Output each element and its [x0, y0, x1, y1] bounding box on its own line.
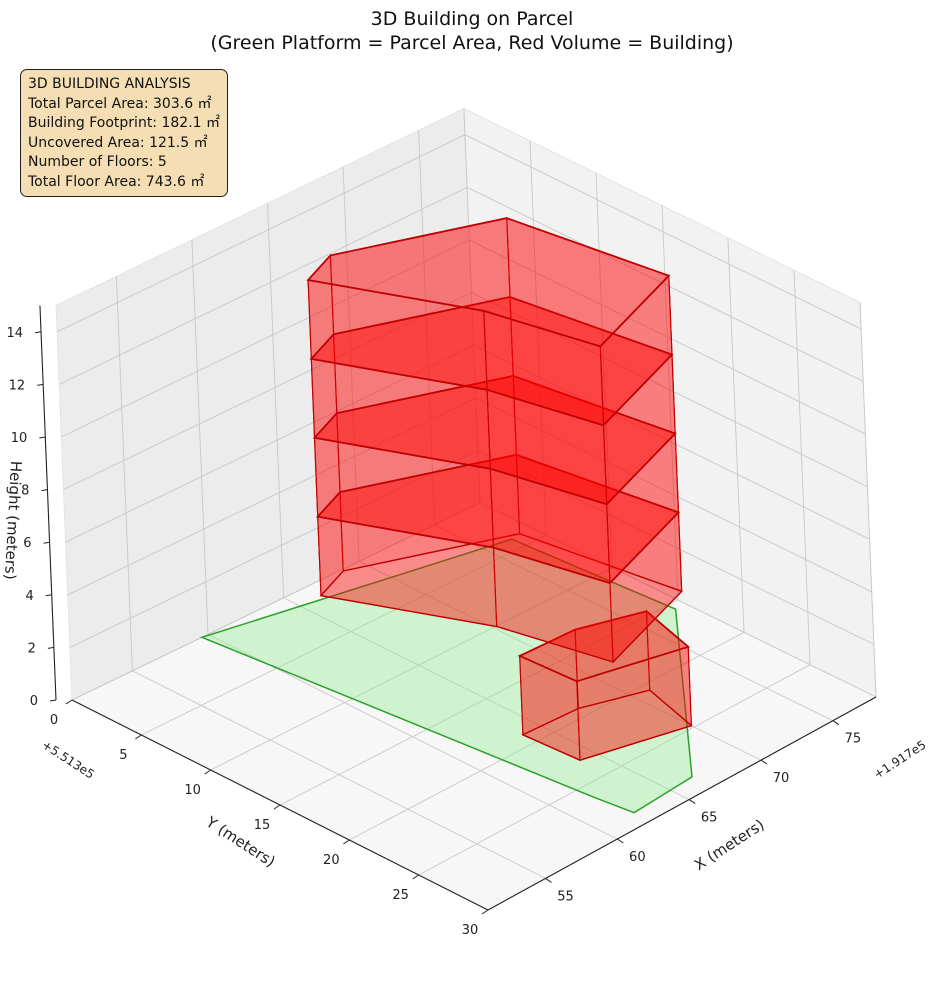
- z-tick: [34, 331, 42, 334]
- info-line: Uncovered Area: 121.5 ㎡: [28, 134, 208, 151]
- z-grid-line: [65, 344, 870, 543]
- y-tick: [412, 874, 419, 880]
- z-tick: [37, 383, 44, 386]
- building-slab-bottom: [521, 689, 693, 761]
- z-axis-line: [39, 305, 57, 701]
- chart-subtitle: (Green Platform = Parcel Area, Red Volum…: [210, 32, 733, 54]
- z-grid-line: [63, 292, 868, 491]
- y-tick: [65, 699, 73, 705]
- x-tick: [617, 838, 624, 844]
- z-tick: [45, 594, 52, 597]
- z-grid-line: [59, 186, 864, 385]
- x-tick: [832, 720, 840, 726]
- z-tick: [43, 541, 50, 544]
- z-tick-label: 6: [23, 536, 31, 551]
- x-tick-label: 70: [773, 771, 790, 786]
- building-analysis-box: 3D BUILDING ANALYSIS Total Parcel Area: …: [20, 69, 228, 197]
- x-tick-label: 55: [557, 889, 574, 904]
- z-tick-label: 2: [28, 641, 36, 656]
- z-grid-line: [71, 502, 877, 701]
- building-floor: [312, 374, 680, 585]
- x-tick: [688, 799, 696, 804]
- axis-panes: [55, 107, 878, 911]
- y-tick: [273, 804, 281, 810]
- z-grid-line: [69, 449, 875, 648]
- data-series: [199, 217, 693, 814]
- info-line: 3D BUILDING ANALYSIS: [28, 76, 191, 92]
- y-tick: [135, 734, 142, 740]
- z-tick-label: 10: [11, 431, 28, 446]
- building-slab-bottom: [319, 532, 683, 663]
- info-line: Total Floor Area: 743.6 ㎡: [28, 173, 205, 190]
- x-axis-offset: +1.917e5: [871, 738, 928, 782]
- building-floor: [306, 217, 674, 427]
- y-tick-label: 20: [323, 853, 340, 868]
- z-grid-line: [61, 239, 866, 438]
- building-floor: [315, 453, 683, 664]
- building-slab-top: [306, 217, 671, 348]
- parcel-platform: [199, 538, 693, 814]
- y-tick-label: 10: [184, 783, 201, 798]
- y-tick: [204, 769, 211, 775]
- building-slab-bottom: [309, 296, 674, 427]
- z-tick: [41, 489, 48, 492]
- z-tick-label: 4: [25, 589, 33, 604]
- z-tick: [49, 699, 57, 702]
- grid-lines: [56, 108, 877, 911]
- x-tick: [760, 759, 768, 765]
- info-line: Building Footprint: 182.1 ㎡: [28, 115, 221, 131]
- y-tick-label: 15: [254, 818, 271, 833]
- x-tick-label: 60: [629, 850, 646, 865]
- z-grid-line: [56, 134, 862, 333]
- y-tick-label: 30: [462, 923, 479, 938]
- z-tick-label: 14: [6, 326, 23, 341]
- z-axis-label: Height (meters): [1, 460, 25, 580]
- z-tick-label: 12: [9, 378, 26, 393]
- y-tick-label: 0: [50, 713, 58, 728]
- x-tick: [545, 878, 552, 883]
- y-tick: [481, 909, 489, 915]
- x-tick-label: 65: [701, 811, 718, 826]
- y-axis-offset: +5.513e5: [39, 738, 96, 782]
- x-axis-line: [487, 696, 877, 911]
- y-tick-label: 5: [119, 748, 127, 763]
- info-line: Number of Floors: 5: [28, 154, 167, 170]
- x-tick-label: 75: [845, 732, 862, 747]
- z-grid-line: [67, 397, 872, 596]
- axis-ticks: 55 60 65 70 75 0 5 10 15 20 25 30 0 2 4 6 8 10 12 14: [6, 326, 861, 938]
- z-tick-label: 8: [21, 484, 29, 499]
- y-tick-label: 25: [392, 888, 409, 903]
- building-slab-bottom: [313, 375, 677, 505]
- building-slab-bottom: [316, 454, 680, 584]
- z-tick: [47, 646, 54, 649]
- z-tick: [39, 436, 46, 439]
- y-tick: [343, 839, 350, 845]
- building-floor: [309, 296, 677, 506]
- building-floor: [517, 609, 693, 762]
- chart-title: 3D Building on Parcel: [371, 8, 574, 30]
- z-tick-label: 0: [30, 694, 38, 709]
- info-line: Total Parcel Area: 303.6 ㎡: [28, 95, 212, 112]
